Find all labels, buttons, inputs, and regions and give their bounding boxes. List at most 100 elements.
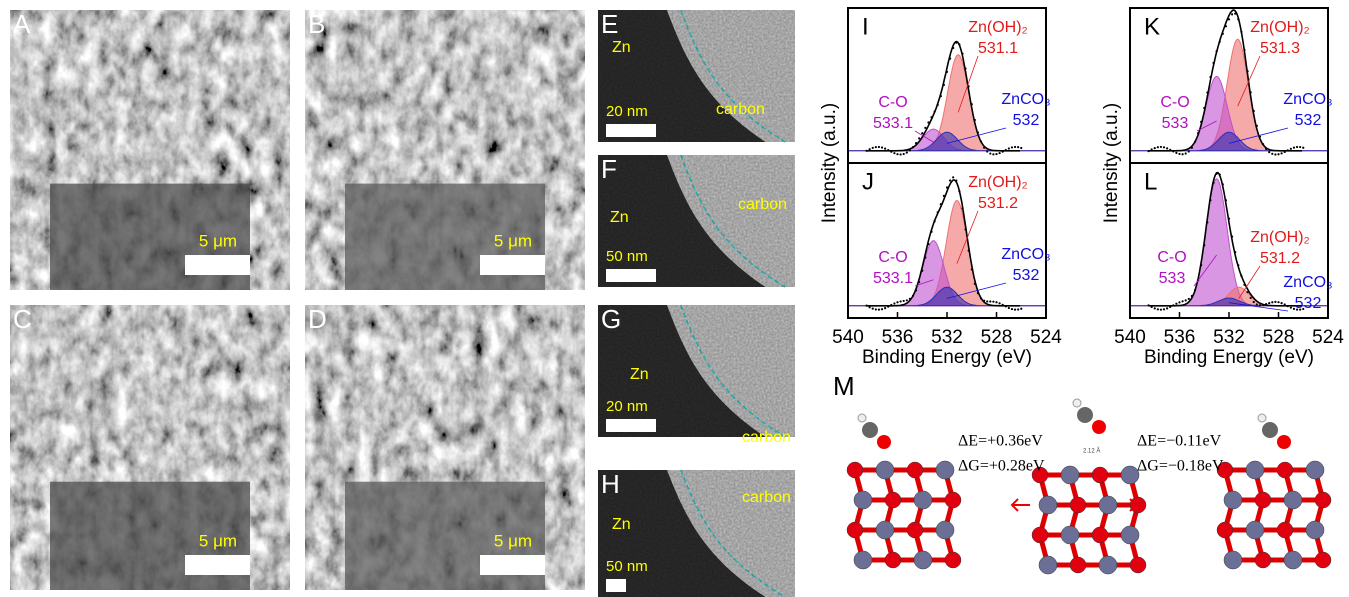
x-tick-label: 532 xyxy=(1213,327,1245,348)
raw-point xyxy=(948,57,952,60)
scale-label: 20 nm xyxy=(606,103,648,120)
metal-label: Zn xyxy=(612,39,631,56)
peak-name: Zn(OH)₂ xyxy=(968,174,1028,191)
fit-envelope xyxy=(866,40,1020,152)
energy-change: ΔE=−0.11eV xyxy=(1137,433,1222,450)
raw-point xyxy=(1020,146,1023,150)
atom xyxy=(884,551,902,569)
raw-point xyxy=(1193,140,1197,143)
scale-label: 5 μm xyxy=(199,531,237,550)
leader-line xyxy=(1228,302,1289,312)
atom xyxy=(1129,556,1147,574)
peak-position: 531.3 xyxy=(1260,40,1300,57)
atom xyxy=(1305,460,1325,480)
raw-point xyxy=(973,282,976,285)
raw-point xyxy=(1181,153,1184,156)
raw-point xyxy=(871,146,874,149)
raw-point xyxy=(1203,106,1206,110)
raw-point xyxy=(933,220,936,223)
atom xyxy=(884,491,902,509)
raw-point xyxy=(1007,147,1010,150)
raw-point xyxy=(1258,135,1262,138)
raw-point xyxy=(961,207,964,210)
raw-point xyxy=(1178,152,1181,156)
raw-point xyxy=(918,137,921,140)
panel-label: L xyxy=(1144,168,1157,195)
atom xyxy=(1216,521,1234,539)
raw-point xyxy=(1289,147,1292,150)
atom xyxy=(853,550,873,570)
panel-label: I xyxy=(862,13,869,40)
raw-point xyxy=(924,256,927,259)
metal-label: Zn xyxy=(612,516,631,533)
peak-position: 532 xyxy=(1013,267,1040,284)
raw-point xyxy=(983,299,986,302)
raw-point xyxy=(1221,32,1224,35)
raw-point xyxy=(877,145,881,149)
raw-point xyxy=(939,94,942,98)
component-peak xyxy=(848,286,1046,307)
raw-point xyxy=(899,300,902,303)
raw-point xyxy=(893,152,896,155)
raw-point xyxy=(983,146,986,149)
raw-point xyxy=(1153,307,1156,310)
peak-position: 531.2 xyxy=(1260,250,1300,267)
raw-point xyxy=(945,186,949,189)
raw-point xyxy=(1302,146,1305,149)
peak-name: ZnCO₃ xyxy=(1001,91,1050,108)
atom xyxy=(1245,520,1265,540)
raw-point xyxy=(905,299,908,302)
raw-point xyxy=(952,176,955,179)
raw-point xyxy=(887,149,890,152)
raw-point xyxy=(865,149,868,152)
panel-label: D xyxy=(308,304,327,334)
raw-point xyxy=(921,269,924,272)
raw-point xyxy=(1283,150,1286,154)
raw-point xyxy=(911,294,915,297)
raw-point xyxy=(1227,18,1231,21)
component-peak xyxy=(1130,131,1328,152)
raw-point xyxy=(1271,301,1274,304)
raw-point xyxy=(1286,149,1289,152)
raw-point xyxy=(911,146,915,149)
y-axis-label: Intensity (a.u.) xyxy=(1101,103,1122,223)
raw-point xyxy=(1277,301,1280,304)
tem-noise xyxy=(598,305,795,437)
atom xyxy=(846,521,864,539)
raw-point xyxy=(884,147,887,150)
raw-point xyxy=(1234,251,1237,254)
raw-point xyxy=(1193,289,1197,292)
raw-point xyxy=(1187,297,1190,301)
raw-point xyxy=(961,52,964,55)
raw-point xyxy=(865,304,868,307)
raw-point xyxy=(884,307,887,310)
arrow xyxy=(1010,498,1030,512)
raw-point xyxy=(1169,305,1172,309)
raw-point xyxy=(1172,150,1175,153)
raw-point xyxy=(1230,13,1234,16)
leader-line xyxy=(1193,254,1217,287)
peak-name: ZnCO₃ xyxy=(1283,91,1332,108)
raw-point xyxy=(1218,173,1221,176)
free-energy-change: ΔG=+0.28eV xyxy=(958,458,1045,475)
raw-point xyxy=(1227,217,1231,220)
raw-point xyxy=(1224,199,1228,202)
raw-point xyxy=(1196,132,1200,135)
raw-point xyxy=(874,308,877,311)
raw-point xyxy=(970,268,973,271)
atom xyxy=(1120,525,1140,545)
raw-point xyxy=(1150,148,1153,151)
x-axis-label: Binding Energy (eV) xyxy=(1144,347,1314,368)
raw-point xyxy=(1212,61,1215,65)
raw-point xyxy=(1156,308,1159,311)
raw-point xyxy=(1153,147,1156,150)
raw-point xyxy=(1221,183,1224,186)
peak-position: 532 xyxy=(1295,112,1322,129)
panel-label: K xyxy=(1144,13,1160,40)
raw-point xyxy=(986,150,989,153)
atom xyxy=(1060,465,1080,485)
leader-line xyxy=(1238,265,1261,299)
raw-point xyxy=(1302,307,1305,311)
raw-point xyxy=(1200,264,1203,267)
